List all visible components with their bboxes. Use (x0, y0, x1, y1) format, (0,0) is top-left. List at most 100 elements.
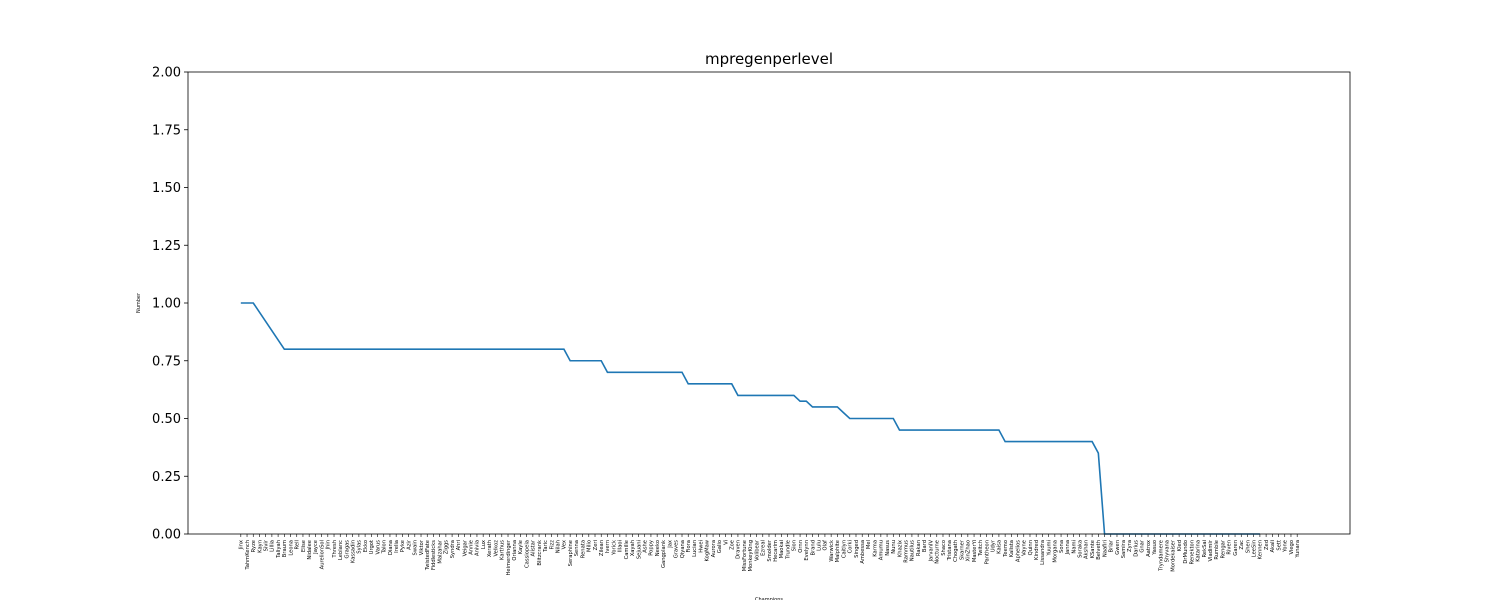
x-tick-label: Elise (301, 540, 307, 552)
y-tick-label: 1.75 (152, 123, 181, 138)
x-tick-label: Riven (1227, 540, 1233, 555)
chart-title: mpregenperlevel (705, 50, 833, 68)
x-tick-label: TahmKench (245, 540, 251, 571)
x-tick-label: Karma (872, 540, 878, 557)
x-tick-label: Ahri (456, 540, 462, 550)
x-tick-label: Jinx (239, 540, 245, 550)
x-tick-label: Bard (922, 540, 928, 552)
x-tick-label: Draven (736, 540, 742, 559)
x-tick-label: Syndra (450, 540, 456, 558)
x-tick-label: Akshan (1084, 540, 1090, 559)
y-tick-label: 1.25 (152, 239, 181, 254)
x-tick-label: Kassadin (350, 540, 356, 563)
x-tick-label: Shaco (941, 540, 947, 556)
x-tick-label: Singed (854, 540, 860, 558)
x-tick-label: Azir (406, 539, 412, 550)
x-tick-label: Corki (848, 540, 854, 553)
x-tick-label: Naafiri (1102, 540, 1108, 557)
x-tick-label: AurelionSol (319, 540, 325, 569)
x-tick-label: Lucian (692, 540, 698, 557)
x-tick-label: Fiddlesticks (431, 540, 437, 570)
x-tick-label: Kennen (1258, 540, 1264, 559)
x-tick-label: Kayle (518, 540, 524, 554)
x-tick-label: Nasus (885, 540, 891, 556)
x-tick-label: Rell (295, 540, 301, 549)
x-tick-label: Ambessa (860, 540, 866, 564)
x-tick-label: Smolder (767, 539, 773, 561)
y-axis-label: Number (136, 292, 142, 313)
x-tick-label: Teemo (1003, 540, 1009, 558)
x-tick-label: Xerath (487, 540, 493, 557)
x-tick-label: Swain (413, 540, 419, 555)
x-tick-label: MonkeyKing (748, 540, 754, 571)
x-tick-label: Ivern (605, 540, 611, 553)
x-tick-label: Sejuani (636, 540, 642, 559)
x-tick-label: Taliyah (276, 540, 282, 559)
x-tick-label: Shen (1245, 540, 1251, 553)
x-tick-label: Karthus (500, 540, 506, 560)
x-tick-label: Sivir (263, 539, 269, 551)
x-tick-label: Morgana (1053, 540, 1059, 563)
x-tick-label: Warwick (829, 540, 835, 562)
x-tick-label: Blitzcrank (537, 540, 543, 566)
x-tick-label: Zoe (730, 540, 736, 550)
x-tick-label: KogMaw (705, 539, 711, 561)
x-tick-label: JarvanIV (928, 540, 934, 563)
plot-frame (187, 71, 1351, 535)
x-tick-label: Ashe (643, 540, 649, 553)
x-tick-label: Katarina (1196, 540, 1202, 562)
y-tick-label: 1.00 (152, 297, 181, 312)
x-tick-label: Senna (574, 540, 580, 556)
x-axis-label: Champions (755, 597, 783, 600)
x-tick-label: Braum (282, 540, 288, 557)
x-tick-label: Camille (624, 540, 630, 559)
x-tick-label: Chogath (953, 540, 959, 562)
x-tick-label: Rumble (1214, 540, 1220, 560)
x-tick-label: Zac (1239, 540, 1245, 550)
x-tick-label: Kalista (1009, 540, 1015, 557)
x-tick-label: Mordekaiser (1171, 539, 1177, 572)
x-tick-label: Kled (1177, 540, 1183, 551)
x-tick-label: Kayn (257, 540, 263, 553)
x-tick-label: Gragas (344, 540, 350, 559)
x-tick-label: Irelia (394, 540, 400, 553)
x-tick-label: Viktor (419, 539, 425, 555)
x-tick-label: Nocturne (935, 540, 941, 564)
x-tick-label: Urgot (369, 540, 375, 554)
x-tick-label: Milio (587, 540, 593, 552)
x-tick-label: Nidalee (307, 540, 313, 560)
x-tick-label: Shyvana (1164, 540, 1170, 562)
y-tick-label: 1.50 (152, 181, 181, 196)
x-tick-label: Seraphine (568, 540, 574, 566)
x-tick-label: Aatrox (1146, 540, 1152, 557)
x-tick-label: Thresh (332, 540, 338, 559)
x-tick-label: Jhin (326, 540, 332, 551)
x-tick-label: Ezreal (761, 540, 767, 556)
x-tick-label: Soraka (1077, 540, 1083, 558)
x-tick-label: Zyra (1127, 540, 1133, 552)
data-line (240, 302, 1260, 535)
x-tick-label: MissFortune (742, 540, 748, 571)
x-tick-label: Kaisa (997, 540, 1003, 554)
y-tick-label: 2.00 (152, 66, 181, 81)
y-tick-label: 0.75 (152, 354, 181, 369)
x-tick-label: Velkoz (493, 540, 499, 557)
x-tick-label: MasterYi (972, 540, 978, 562)
x-tick-label: Trundle (785, 540, 791, 560)
y-tick-label: 0.50 (152, 412, 181, 427)
x-tick-label: Jayce (313, 540, 319, 555)
x-tick-label: Zed (1264, 540, 1270, 550)
x-tick-label: Kindred (1034, 540, 1040, 560)
x-tick-label: Quinn (1028, 540, 1034, 555)
x-tick-label: Varus (375, 540, 381, 555)
x-tick-label: Hwei (698, 540, 704, 553)
x-tick-label: Belveth (1096, 540, 1102, 560)
x-tick-label: Orianna (512, 540, 518, 561)
x-tick-label: Amumu (879, 540, 885, 560)
x-tick-label: Twitch (978, 540, 984, 557)
x-tick-label: Nautilus (910, 540, 916, 562)
x-tick-label: Rammus (904, 540, 910, 563)
x-tick-label: Samira (1121, 540, 1127, 558)
